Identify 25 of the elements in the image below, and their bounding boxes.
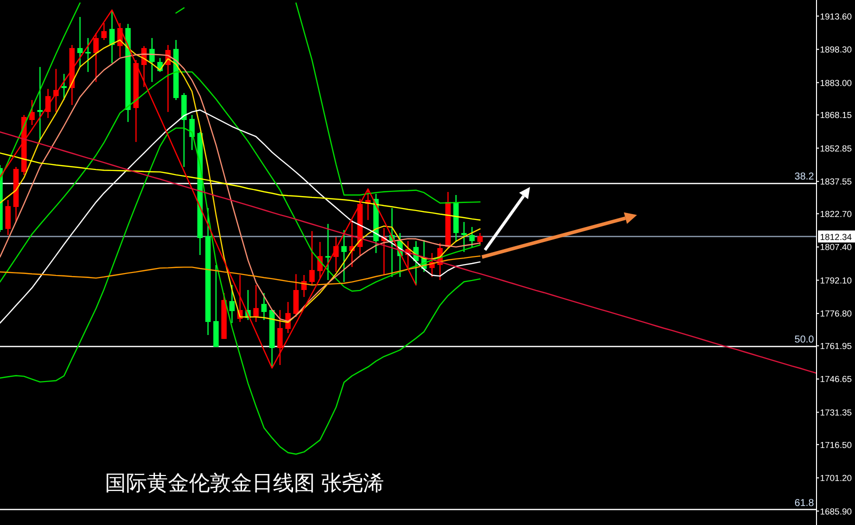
y-tick-label: 1716.50 (820, 440, 852, 450)
y-tick-label: 1822.70 (820, 208, 852, 219)
y-tick-label: 1776.80 (820, 308, 852, 319)
y-tick-label: 1898.30 (820, 44, 852, 55)
line-series (0, 9, 417, 369)
y-tick-label: 1913.60 (820, 11, 852, 22)
text: 国际黄金伦敦金日线图 张尧浠 (105, 472, 384, 495)
annotation: 61.8 (794, 498, 814, 509)
y-tick-label: 1792.10 (820, 275, 852, 286)
y-tick-label: 1761.95 (820, 340, 852, 351)
y-tick-label: 1701.20 (820, 473, 852, 484)
y-tick-label: 1837.55 (820, 176, 852, 187)
y-tick-label: 1883.00 (820, 78, 852, 88)
ref-line-label: 1812.34 (820, 232, 852, 242)
line-series (0, 152, 481, 221)
y-tick-label: 1852.85 (820, 143, 852, 154)
annotation: 38.2 (794, 172, 814, 183)
y-tick-label: 1868.15 (820, 110, 852, 120)
y-tick-label: 1731.35 (820, 407, 852, 418)
y-tick-label: 1685.90 (820, 506, 852, 516)
y-tick-label: 1807.40 (820, 242, 852, 252)
annotation: 50.0 (794, 334, 814, 346)
line-series (0, 71, 481, 292)
y-tick-label: 1746.65 (820, 374, 852, 384)
line-series (0, 131, 816, 374)
